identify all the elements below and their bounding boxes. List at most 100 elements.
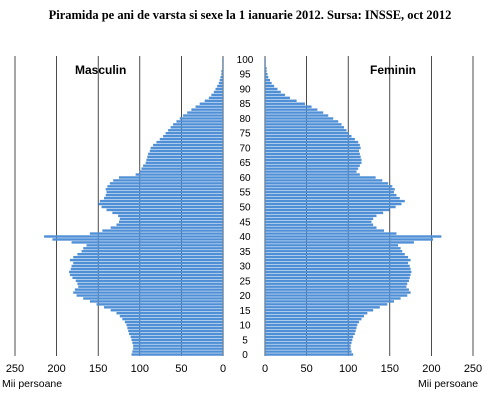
x-tick-label: 100 xyxy=(339,363,357,375)
bar-masculin xyxy=(83,247,223,250)
bar-feminin xyxy=(265,267,411,271)
x-tick-label: 50 xyxy=(175,363,187,375)
bar-masculin xyxy=(83,297,223,300)
bar-masculin xyxy=(221,73,223,76)
bar-feminin xyxy=(265,87,278,91)
age-tick-label: 15 xyxy=(239,306,251,317)
age-tick-label: 40 xyxy=(239,232,251,243)
age-tick-label: 65 xyxy=(239,158,251,169)
bar-feminin xyxy=(265,226,377,229)
bar-masculin xyxy=(78,285,224,288)
bar-masculin xyxy=(163,134,223,138)
bar-masculin xyxy=(217,84,223,88)
bar-masculin xyxy=(139,170,223,173)
bar-feminin xyxy=(265,58,266,61)
bar-masculin xyxy=(183,114,223,117)
bar-feminin xyxy=(265,164,360,167)
bar-masculin xyxy=(81,250,223,253)
bar-feminin xyxy=(265,214,377,218)
bar-feminin xyxy=(265,255,409,259)
bar-masculin xyxy=(130,335,223,339)
x-tick-label: 150 xyxy=(381,363,399,375)
age-tick-label: 95 xyxy=(239,70,251,81)
bar-feminin xyxy=(265,84,275,88)
bar-masculin xyxy=(168,129,223,132)
bar-feminin xyxy=(265,291,411,294)
bar-feminin xyxy=(265,261,409,265)
bar-masculin xyxy=(109,182,223,185)
bar-feminin xyxy=(265,140,359,144)
x-tick-label: 100 xyxy=(131,363,149,375)
bar-feminin xyxy=(265,191,394,194)
bar-feminin xyxy=(265,279,409,282)
bar-masculin xyxy=(159,137,223,141)
age-tick-label: 5 xyxy=(242,335,248,346)
bar-masculin xyxy=(127,326,223,330)
bar-feminin xyxy=(265,220,372,223)
bar-feminin xyxy=(265,196,400,200)
feminin-bars xyxy=(265,58,442,356)
bar-feminin xyxy=(265,294,408,297)
legend-label-feminin: Feminin xyxy=(370,63,416,77)
bar-masculin xyxy=(119,176,223,179)
bar-feminin xyxy=(265,247,401,250)
bar-masculin xyxy=(145,161,223,164)
bar-feminin xyxy=(265,176,376,179)
bar-masculin xyxy=(77,252,224,256)
left-x-tick-labels: 250 200 150 100 50 0 xyxy=(6,363,226,375)
bar-masculin xyxy=(128,332,223,336)
bar-feminin xyxy=(265,90,281,94)
bar-feminin xyxy=(265,335,354,339)
bar-feminin xyxy=(265,182,389,185)
bar-feminin xyxy=(265,185,393,188)
bar-feminin xyxy=(265,67,267,70)
age-tick-labels: 0 5 10 15 20 25 30 35 40 45 50 55 60 65 70 75 80 85 90 95 10… xyxy=(237,55,254,361)
x-tick-label: 50 xyxy=(300,363,312,375)
bar-feminin xyxy=(265,167,359,170)
bar-masculin xyxy=(73,261,224,265)
age-tick-label: 20 xyxy=(239,291,251,302)
bar-masculin xyxy=(199,102,223,105)
bar-feminin xyxy=(265,297,401,300)
bar-feminin xyxy=(265,235,442,238)
bar-feminin xyxy=(265,61,266,64)
age-tick-label: 100 xyxy=(237,55,254,66)
x-tick-label: 250 xyxy=(464,363,482,375)
x-tick-label: 0 xyxy=(262,363,268,375)
bar-feminin xyxy=(265,300,394,303)
bar-masculin xyxy=(156,140,223,144)
x-tick-label: 150 xyxy=(89,363,107,375)
x-axis-title-left: Mii persoane xyxy=(2,378,62,390)
bar-masculin xyxy=(215,87,223,91)
bar-masculin xyxy=(124,320,223,324)
bar-masculin xyxy=(187,111,223,114)
age-tick-label: 85 xyxy=(239,99,251,110)
bar-masculin xyxy=(110,309,223,312)
bar-masculin xyxy=(119,217,223,221)
bar-masculin xyxy=(77,282,224,285)
bar-masculin xyxy=(173,123,223,126)
bar-feminin xyxy=(265,309,374,312)
bar-masculin xyxy=(86,244,223,247)
bar-masculin xyxy=(74,288,224,291)
bar-feminin xyxy=(265,252,405,256)
bar-masculin xyxy=(191,108,223,111)
bar-masculin xyxy=(133,347,223,350)
bar-feminin xyxy=(265,117,334,120)
bar-feminin xyxy=(265,350,352,353)
legend-label-masculin: Masculin xyxy=(75,63,126,77)
bar-feminin xyxy=(265,276,410,280)
bar-masculin xyxy=(119,220,223,223)
bar-feminin xyxy=(265,288,409,291)
masculin-bars xyxy=(44,58,224,356)
bar-feminin xyxy=(265,99,297,102)
bar-masculin xyxy=(126,323,223,327)
bar-feminin xyxy=(265,314,365,318)
bar-feminin xyxy=(265,137,355,141)
bar-masculin xyxy=(98,202,223,206)
bar-feminin xyxy=(265,170,357,173)
x-tick-label: 200 xyxy=(422,363,440,375)
bar-feminin xyxy=(265,111,324,114)
right-x-tick-labels: 0 50 100 150 200 250 xyxy=(262,363,482,375)
bar-feminin xyxy=(265,264,410,268)
